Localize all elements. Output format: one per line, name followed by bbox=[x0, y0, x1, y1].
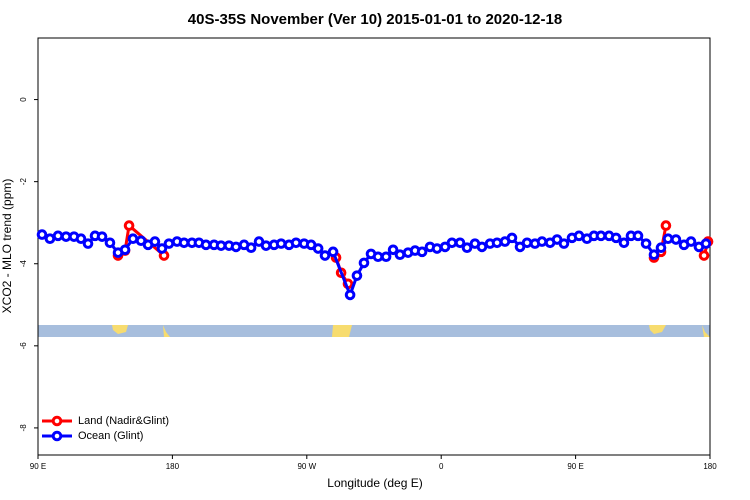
plot-frame bbox=[37, 37, 711, 456]
y-tick-label: -4 bbox=[19, 260, 28, 268]
y-tick-label: -2 bbox=[19, 178, 28, 186]
legend-label: Ocean (Glint) bbox=[78, 430, 143, 442]
point bbox=[700, 238, 712, 249]
legend-marker bbox=[51, 415, 63, 427]
point bbox=[648, 249, 660, 261]
y-tick-label: 0 bbox=[19, 97, 28, 102]
point bbox=[44, 233, 56, 245]
point bbox=[380, 251, 392, 263]
point bbox=[52, 230, 64, 242]
point bbox=[312, 243, 324, 254]
point bbox=[344, 289, 356, 301]
point bbox=[476, 241, 488, 253]
point bbox=[149, 236, 161, 247]
point bbox=[670, 234, 682, 245]
x-axis-label: Longitude (deg E) bbox=[327, 476, 422, 490]
point bbox=[104, 237, 116, 249]
point bbox=[123, 220, 135, 231]
point bbox=[640, 238, 652, 249]
point bbox=[351, 270, 363, 281]
point bbox=[358, 257, 370, 269]
point bbox=[230, 241, 242, 253]
x-tick-label: 180 bbox=[166, 462, 180, 471]
point bbox=[618, 237, 630, 249]
point bbox=[75, 233, 87, 245]
point bbox=[491, 237, 503, 249]
point bbox=[245, 242, 257, 254]
point bbox=[558, 238, 570, 249]
point bbox=[327, 246, 339, 258]
x-tick-label: 180 bbox=[703, 462, 717, 471]
point bbox=[446, 237, 458, 249]
point bbox=[290, 237, 302, 249]
point bbox=[163, 238, 175, 249]
land-mask bbox=[38, 325, 710, 337]
point bbox=[506, 232, 518, 244]
point bbox=[521, 237, 533, 249]
point bbox=[127, 233, 139, 245]
y-axis-label: XCO2 - MLO trend (ppm) bbox=[0, 179, 14, 314]
point bbox=[36, 229, 48, 240]
point bbox=[655, 242, 667, 254]
point bbox=[416, 246, 428, 258]
point bbox=[632, 230, 644, 242]
point bbox=[96, 231, 108, 242]
x-tick-label: 90 W bbox=[297, 462, 316, 471]
point bbox=[454, 237, 466, 249]
point bbox=[119, 244, 131, 256]
point bbox=[662, 233, 674, 245]
legend-label: Land (Nadir&Glint) bbox=[78, 415, 169, 427]
point bbox=[275, 238, 287, 249]
point bbox=[536, 236, 548, 247]
legend-marker bbox=[51, 430, 63, 442]
point bbox=[660, 220, 672, 231]
point bbox=[595, 230, 607, 242]
point bbox=[319, 250, 331, 261]
point bbox=[387, 244, 399, 256]
point bbox=[260, 240, 272, 251]
point bbox=[685, 236, 697, 247]
point bbox=[610, 232, 622, 244]
x-tick-label: 90 E bbox=[30, 462, 46, 471]
y-tick-label: -8 bbox=[19, 424, 28, 432]
point bbox=[698, 250, 710, 261]
x-tick-label: 90 E bbox=[567, 462, 583, 471]
point bbox=[372, 251, 384, 263]
point bbox=[200, 239, 212, 251]
chart-title: 40S-35S November (Ver 10) 2015-01-01 to … bbox=[188, 11, 562, 28]
point bbox=[461, 242, 473, 254]
point bbox=[431, 243, 443, 254]
point bbox=[394, 249, 406, 261]
point bbox=[156, 243, 168, 254]
point bbox=[82, 238, 94, 249]
x-tick-label: 0 bbox=[439, 462, 444, 471]
y-tick-label: -6 bbox=[19, 342, 28, 350]
